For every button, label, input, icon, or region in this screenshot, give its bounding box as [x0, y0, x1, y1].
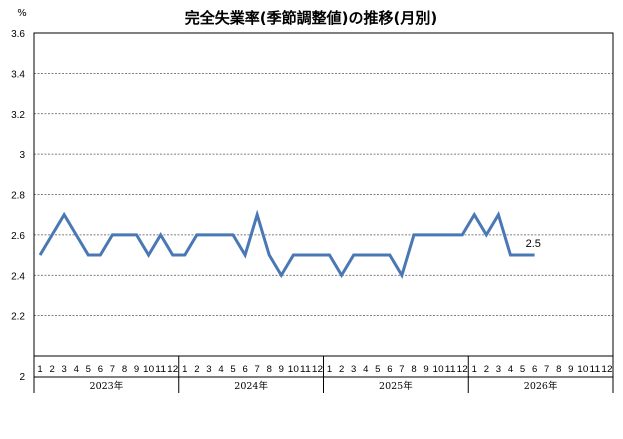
y-tick-label: 3.6: [11, 29, 25, 40]
month-tick-label: 5: [230, 364, 235, 375]
month-tick-label: 1: [37, 364, 42, 375]
month-tick-label: 12: [167, 364, 178, 375]
month-tick-label: 10: [143, 364, 154, 375]
month-tick-label: 9: [423, 364, 428, 375]
month-tick-label: 1: [472, 364, 477, 375]
y-unit-label: %: [17, 8, 27, 19]
month-tick-label: 3: [496, 364, 501, 375]
month-tick-label: 2: [194, 364, 199, 375]
month-tick-label: 12: [312, 364, 323, 375]
month-tick-label: 7: [110, 364, 115, 375]
month-tick-label: 11: [589, 364, 600, 375]
month-tick-label: 8: [411, 364, 416, 375]
month-tick-label: 7: [255, 364, 260, 375]
month-tick-label: 5: [520, 364, 525, 375]
month-tick-label: 7: [399, 364, 404, 375]
month-tick-label: 4: [508, 364, 513, 375]
month-tick-label: 3: [62, 364, 67, 375]
month-tick-label: 4: [218, 364, 223, 375]
month-tick-label: 4: [363, 364, 368, 375]
month-tick-label: 11: [300, 364, 311, 375]
month-tick-label: 7: [544, 364, 549, 375]
month-tick-label: 8: [122, 364, 127, 375]
grid-lines: [34, 72, 613, 317]
y-tick-label: 3: [19, 150, 25, 161]
series-layer: [38, 209, 535, 279]
y-axis-ticks: 2 2.2 2.4 2.6 2.8 3 3.2 3.4 3.6: [11, 29, 25, 383]
plot-border: [33, 32, 614, 357]
series-line: [38, 209, 535, 279]
chart-title: 完全失業率(季節調整値)の推移(月別): [185, 9, 437, 27]
month-tick-label: 10: [577, 364, 588, 375]
month-tick-label: 2: [484, 364, 489, 375]
month-tick-label: 10: [433, 364, 444, 375]
last-value-label: 2.5: [526, 238, 541, 250]
year-label: 2024年: [234, 380, 268, 392]
y-tick-label: 2.6: [11, 231, 25, 242]
y-tick-label: 2.2: [11, 312, 25, 323]
month-tick-label: 4: [74, 364, 79, 375]
month-tick-label: 12: [601, 364, 612, 375]
month-tick-label: 3: [206, 364, 211, 375]
month-tick-label: 8: [556, 364, 561, 375]
y-tick-label: 2: [19, 372, 25, 383]
month-tick-label: 8: [267, 364, 272, 375]
month-tick-label: 11: [445, 364, 456, 375]
month-tick-label: 1: [327, 364, 332, 375]
month-tick-label: 5: [375, 364, 380, 375]
month-tick-label: 12: [457, 364, 468, 375]
y-tick-label: 3.4: [11, 69, 25, 80]
month-tick-label: 9: [134, 364, 139, 375]
month-tick-label: 6: [98, 364, 103, 375]
month-tick-label: 9: [279, 364, 284, 375]
month-tick-label: 2: [339, 364, 344, 375]
y-tick-label: 2.8: [11, 191, 25, 202]
y-tick-label: 3.2: [11, 110, 25, 121]
month-tick-label: 6: [532, 364, 537, 375]
month-tick-label: 1: [182, 364, 187, 375]
month-tick-label: 6: [387, 364, 392, 375]
month-tick-label: 10: [288, 364, 299, 375]
month-tick-label: 5: [86, 364, 91, 375]
year-label: 2023年: [90, 380, 124, 392]
month-tick-label: 9: [568, 364, 573, 375]
month-tick-label: 6: [242, 364, 247, 375]
y-tick-label: 2.4: [11, 271, 25, 282]
month-tick-label: 11: [155, 364, 166, 375]
year-label: 2026年: [524, 380, 558, 392]
month-tick-label: 2: [49, 364, 54, 375]
month-tick-label: 3: [351, 364, 356, 375]
year-label: 2025年: [379, 380, 413, 392]
plot-frame: [33, 32, 614, 357]
